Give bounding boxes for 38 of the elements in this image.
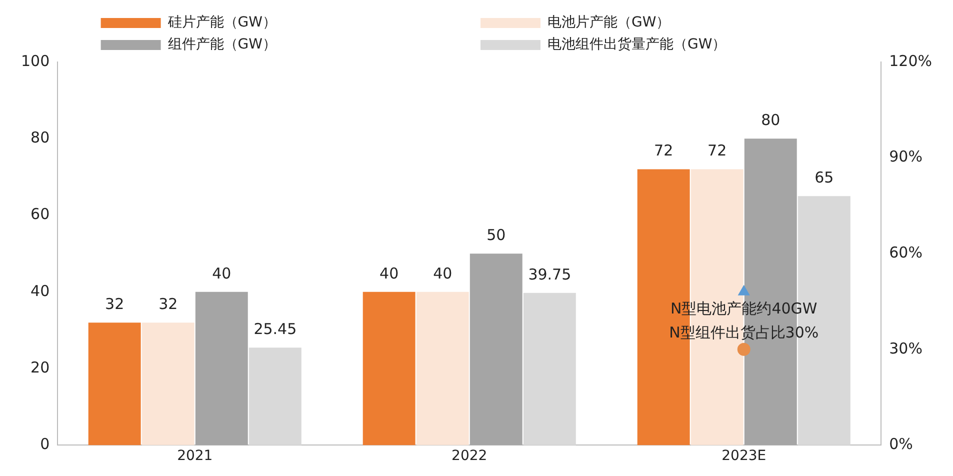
bar — [142, 322, 194, 446]
legend-label: 电池片产能（GW） — [548, 14, 852, 31]
legend-label: 电池组件出货量产能（GW） — [548, 36, 852, 53]
y2-tick-label: 30% — [889, 339, 922, 358]
data-label: 40 — [380, 264, 399, 282]
data-label: 80 — [761, 111, 780, 130]
data-label: 50 — [486, 226, 506, 244]
y2-tick-label: 120% — [889, 52, 932, 70]
x-tick-label: 2022 — [452, 448, 488, 464]
bar — [248, 348, 302, 446]
y2-tick-label: 0% — [889, 435, 913, 454]
bar — [362, 292, 416, 446]
bar — [88, 322, 141, 446]
x-tick-label: 2023E — [722, 448, 766, 464]
x-tick-label: 2021 — [177, 448, 213, 464]
data-label: 72 — [708, 142, 727, 160]
data-label: 25.45 — [254, 320, 297, 338]
data-label: 40 — [433, 264, 452, 282]
bar — [416, 292, 469, 446]
y-tick-label: 100 — [20, 52, 50, 70]
y2-tick-label: 90% — [889, 148, 922, 166]
bar — [523, 292, 576, 446]
legend-label: 硅片产能（GW） — [166, 14, 473, 31]
y2-tick-label: 60% — [889, 243, 922, 262]
data-label: 32 — [105, 294, 124, 313]
data-label: 40 — [212, 264, 232, 282]
data-label: 39.75 — [528, 265, 572, 284]
data-label: 65 — [814, 168, 834, 187]
bar — [195, 292, 248, 446]
bar — [470, 254, 522, 446]
y-tick-label: 80 — [30, 128, 50, 147]
y-tick-label: 20 — [30, 358, 50, 376]
legend-label: 组件产能（GW） — [168, 36, 473, 53]
data-label: 72 — [654, 142, 674, 160]
y-tick-label: 0 — [40, 435, 50, 454]
data-label: 32 — [158, 294, 178, 313]
y-tick-label: 60 — [30, 205, 50, 224]
y-tick-label: 40 — [30, 282, 50, 300]
